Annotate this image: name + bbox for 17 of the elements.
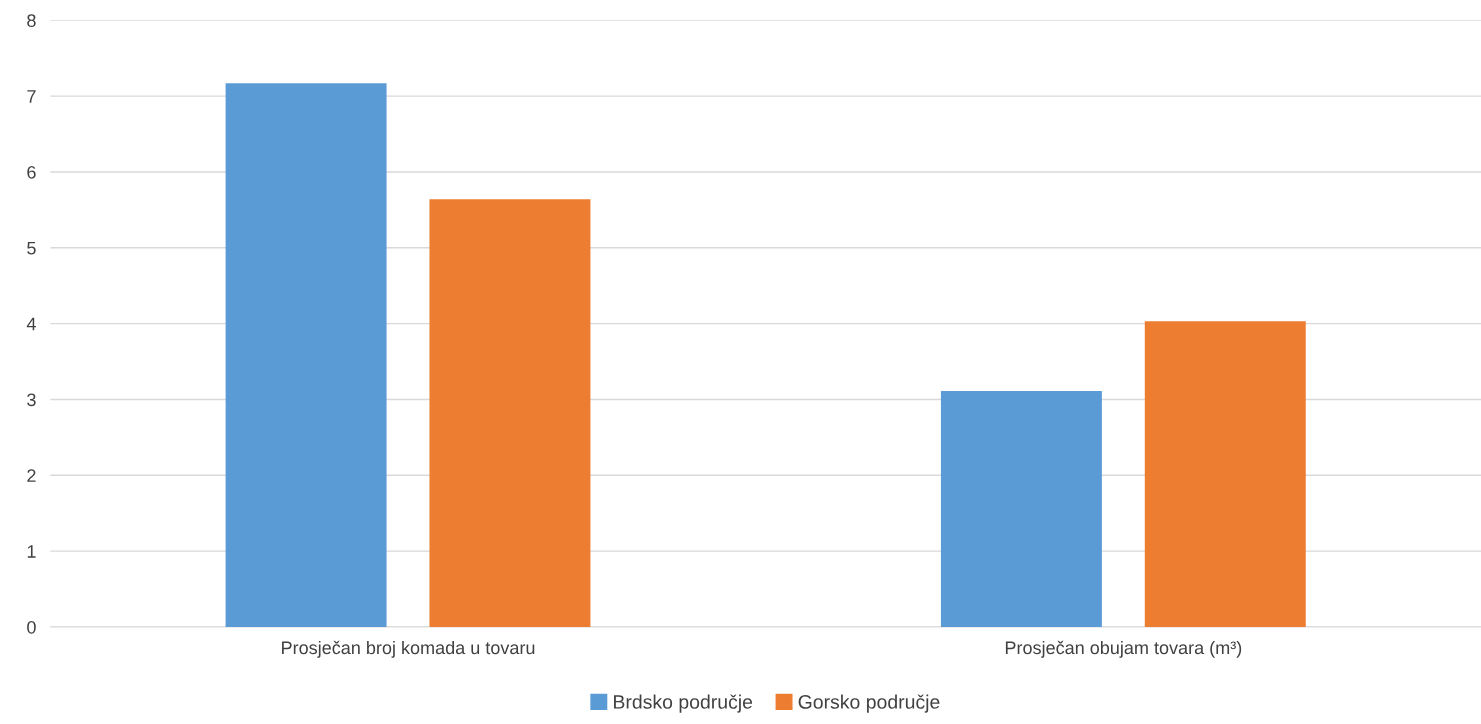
y-tick-label: 7 xyxy=(27,90,36,103)
y-tick-label: 4 xyxy=(26,317,36,331)
y-tick-label: 0 xyxy=(27,620,36,634)
legend-label: Brdsko područje xyxy=(614,694,753,713)
y-tick-label: 2 xyxy=(27,469,36,482)
x-tick-label: Prosječan broj komada u tovaru xyxy=(282,640,535,658)
legend-label: Gorsko područje xyxy=(798,694,940,713)
bar xyxy=(429,199,591,627)
x-tick-label: Prosječan obujam tovara (m³) xyxy=(1005,640,1242,658)
y-tick-label: 3 xyxy=(27,393,36,407)
y-tick-label: 6 xyxy=(27,165,36,179)
y-tick-label: 5 xyxy=(27,241,36,255)
bar xyxy=(225,83,387,627)
y-tick-label: 1 xyxy=(27,545,36,558)
bar xyxy=(940,391,1102,627)
y-tick-label: 8 xyxy=(27,14,36,27)
bar xyxy=(1144,321,1306,627)
